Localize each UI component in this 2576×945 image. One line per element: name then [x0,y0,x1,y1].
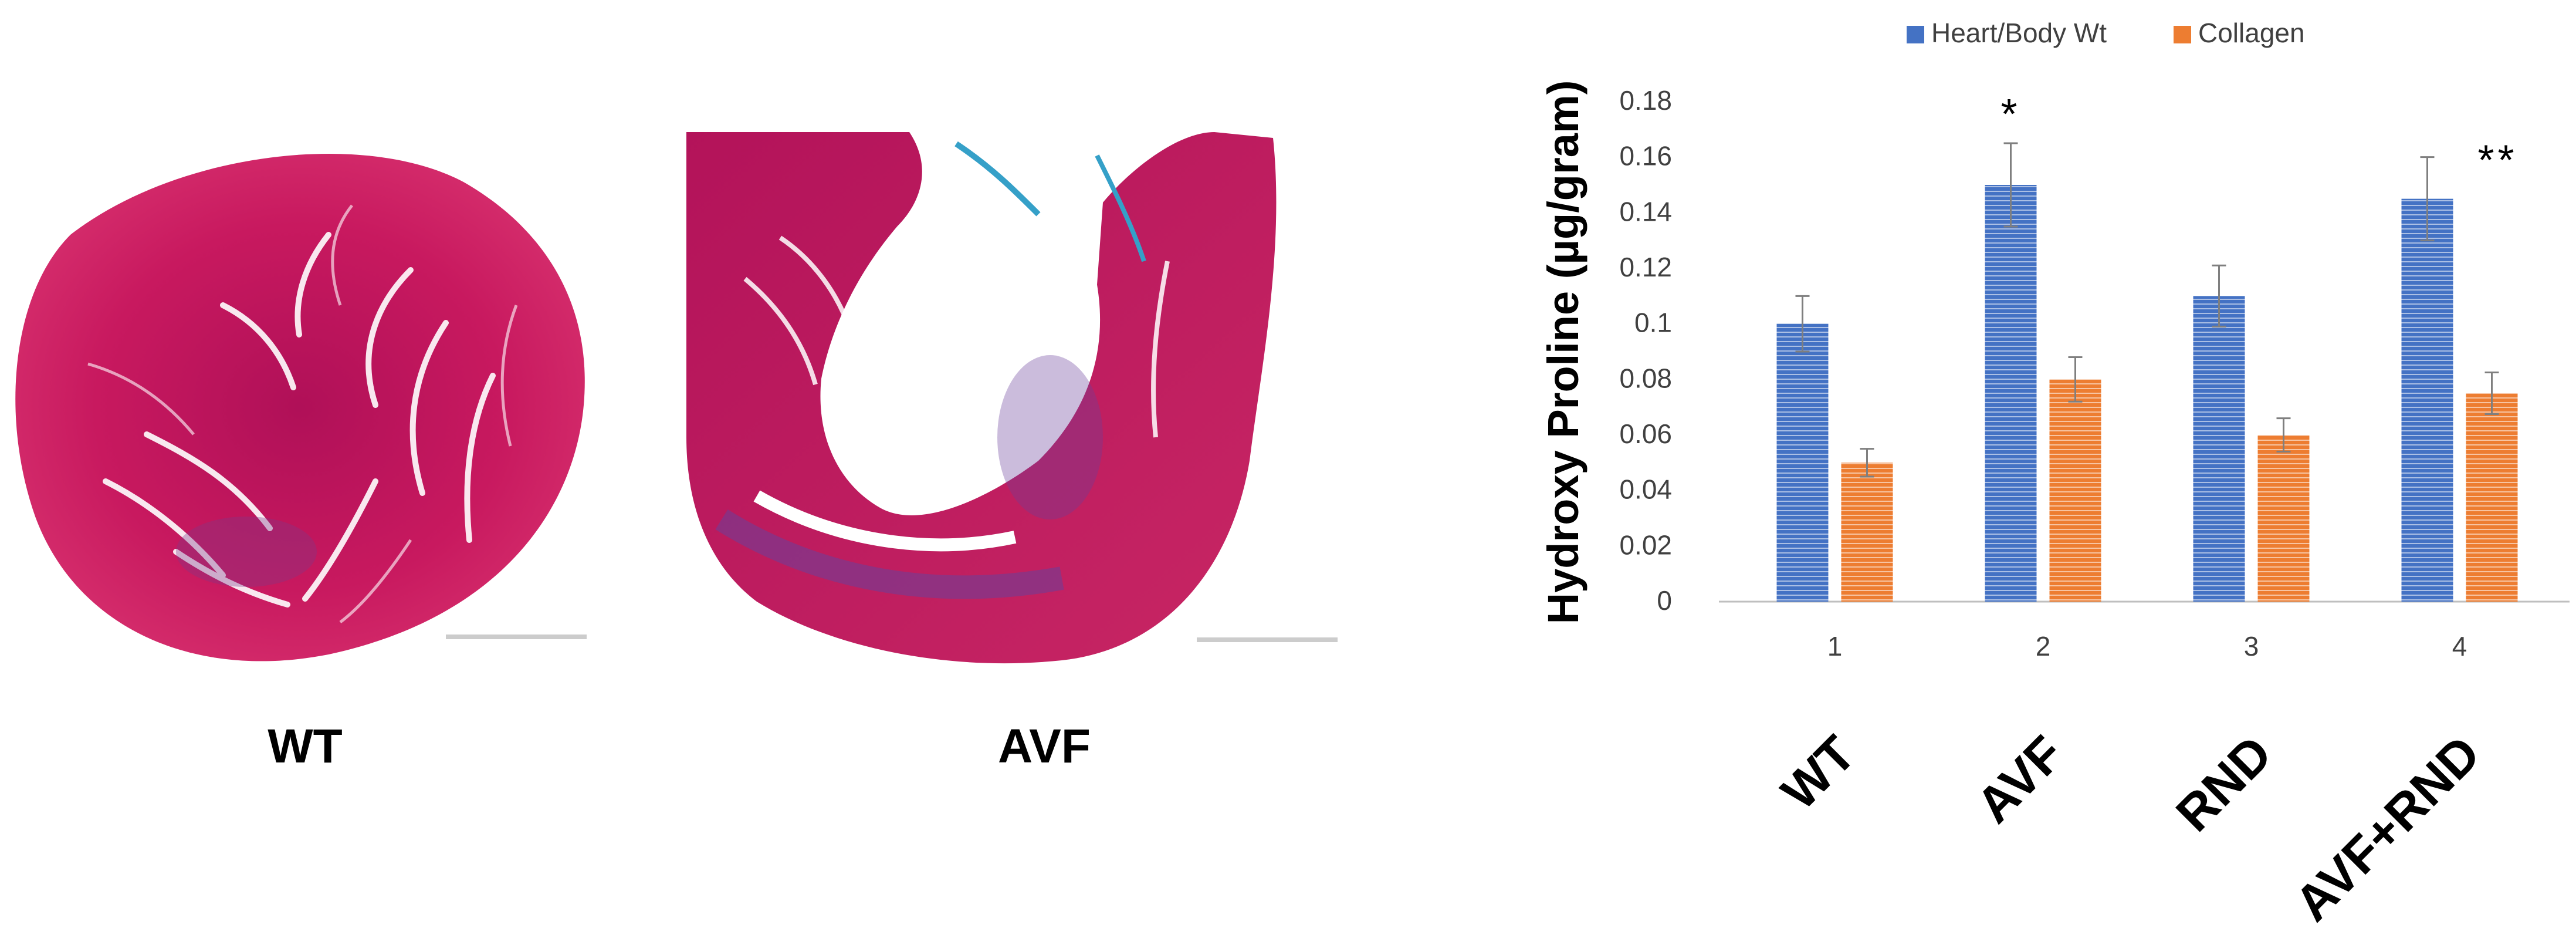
hydroxyproline-bar-chart: 0 0.02 0.04 0.06 0.08 0.1 0.12 0.14 0.16 0.18 1 WT 2… [1539,18,2570,932]
y-axis-label: Hydroxy Proline (µg/gram) [1539,80,1587,625]
avf-panel-label: AVF [998,720,1091,773]
legend-swatch [1907,26,1924,43]
x-tick-label: 1 [1827,631,1843,662]
wt-histology-image [15,153,587,662]
x-tick-label: 4 [2452,631,2467,662]
y-tick-label: 0.08 [1619,363,1672,393]
bar [1985,185,2037,602]
group-label: WT [1771,725,1866,821]
wt-panel-label: WT [268,720,343,773]
y-tick-label: 0.18 [1619,85,1672,116]
group-label: AVF+RND [2284,725,2491,932]
bar [2466,393,2518,602]
significance-marker: * [2000,91,2020,138]
legend-swatch [2174,26,2191,43]
bar [2193,296,2245,602]
y-tick-label: 0.04 [1619,474,1672,505]
avf-histology-image [686,132,1338,664]
y-tick-label: 0.1 [1634,308,1672,338]
legend-label: Heart/Body Wt [1931,18,2107,48]
bar [2257,435,2310,602]
y-tick-label: 0.06 [1619,419,1672,449]
significance-marker: ** [2477,137,2517,184]
y-tick-label: 0.12 [1619,252,1672,282]
group-label: AVF [1966,725,2074,834]
bar [2401,198,2453,602]
y-tick-label: 0 [1657,585,1672,616]
bar [1776,323,1829,602]
y-tick-label: 0.14 [1619,196,1672,227]
x-tick-label: 3 [2244,631,2259,662]
y-tick-label: 0.16 [1619,141,1672,171]
bar [1841,463,1893,602]
x-tick-label: 2 [2036,631,2051,662]
bar [2049,379,2101,602]
group-label: RND [2165,725,2283,843]
legend-label: Collagen [2198,18,2305,48]
y-tick-label: 0.02 [1619,529,1672,560]
